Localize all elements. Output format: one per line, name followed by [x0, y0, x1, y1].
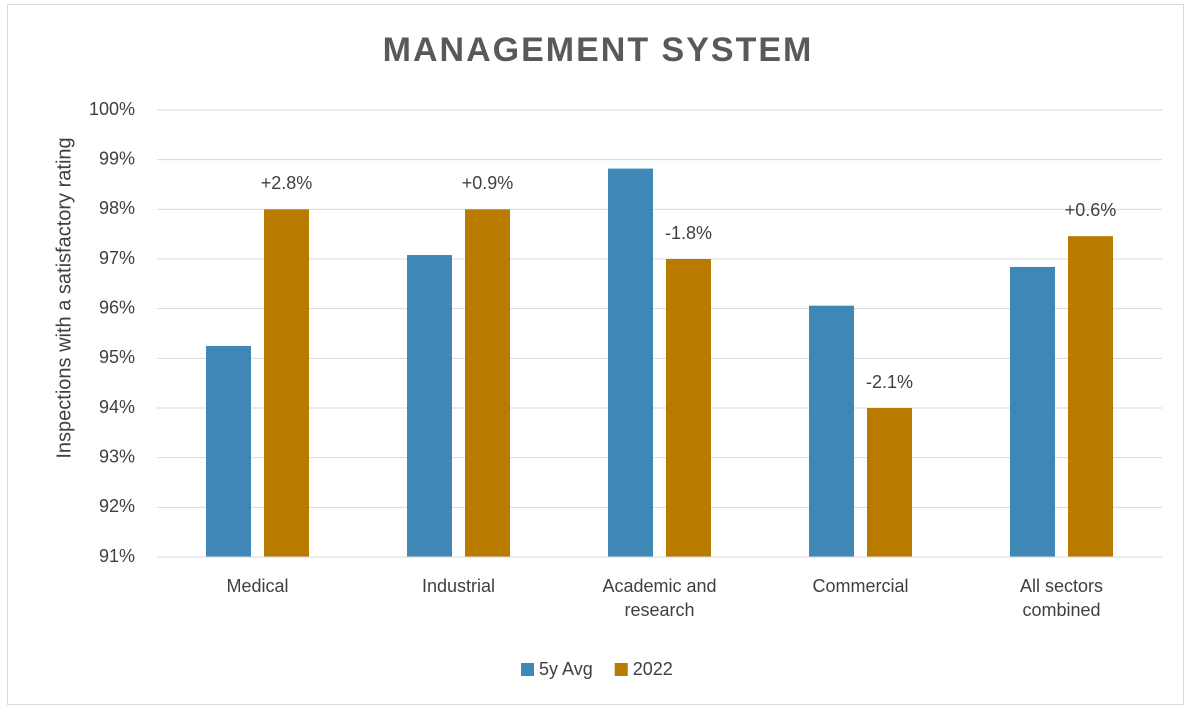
bar — [465, 209, 510, 558]
chart-border — [7, 4, 1184, 705]
y-tick-label: 91% — [99, 546, 135, 566]
difference-label: +0.9% — [462, 173, 514, 193]
x-tick-label: Academic and research — [602, 576, 717, 620]
x-tick-label: All sectors combined — [1019, 576, 1104, 620]
y-tick-label: 98% — [99, 198, 135, 218]
x-tick-label: Medical — [226, 576, 289, 596]
legend-swatch — [614, 663, 628, 676]
y-tick-label: 96% — [99, 297, 135, 317]
y-tick-label: 94% — [99, 397, 135, 417]
difference-label: +2.8% — [261, 173, 313, 193]
bar — [666, 259, 711, 557]
bar — [867, 408, 912, 557]
bar — [1068, 236, 1113, 558]
chart-title: MANAGEMENT SYSTEM — [383, 31, 814, 69]
y-tick-label: 99% — [99, 148, 135, 168]
bar — [809, 305, 854, 557]
bar — [1010, 266, 1055, 557]
bar — [264, 209, 309, 558]
difference-label: +0.6% — [1065, 200, 1117, 220]
y-tick-label: 95% — [99, 347, 135, 367]
legend-label: 5y Avg — [539, 659, 593, 679]
y-tick-label: 93% — [99, 446, 135, 466]
legend-swatch — [521, 663, 534, 676]
y-tick-label: 100% — [89, 99, 135, 119]
y-tick-label: 92% — [99, 496, 135, 516]
bar — [608, 168, 653, 557]
x-tick-label: Industrial — [421, 576, 496, 596]
difference-label: -2.1% — [866, 372, 913, 392]
bar — [407, 255, 452, 557]
y-tick-label: 97% — [99, 248, 135, 268]
y-axis-label: Inspections with a satisfactory rating — [53, 137, 75, 458]
difference-label: -1.8% — [665, 223, 712, 243]
x-tick-label: Commercial — [812, 576, 909, 596]
legend-label: 2022 — [633, 659, 673, 679]
bar — [206, 345, 251, 557]
